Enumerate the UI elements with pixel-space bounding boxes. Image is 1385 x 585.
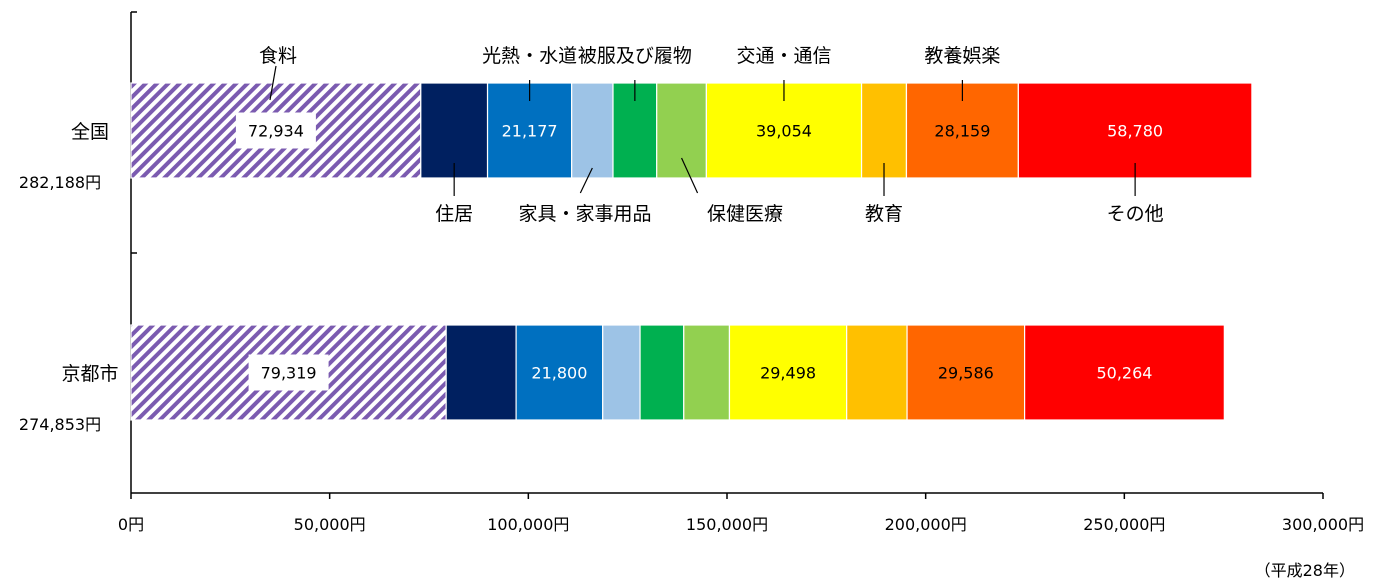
bar-segment [515,324,604,421]
data-label: 29,498 [760,364,816,383]
callout-leader-line [681,157,699,194]
series-label: 被服及び履物 [578,45,692,67]
callout-leader-line [579,167,593,194]
category-total-label: 282,188円 [19,173,101,192]
series-label: 教育 [865,203,903,225]
data-label: 39,054 [756,122,812,141]
x-tick-label: 200,000円 [885,515,967,534]
data-label: 58,780 [1107,122,1163,141]
bar-segment [571,82,614,179]
bar-segment [728,324,848,421]
bar-segment [846,324,908,421]
data-label: 21,800 [531,364,587,383]
x-tick-label: 0円 [118,515,144,534]
series-label: 住居 [435,203,473,225]
year-note: （平成28年） [1255,561,1355,580]
series-label: 交通・通信 [736,45,831,67]
bar-segment [1017,82,1253,179]
bar-segment [130,324,447,421]
axes: 0円 50,000円 100,000円 150,000円 200,000円 250,000… [118,11,1364,534]
series-label: 食料 [259,45,297,67]
series-label: その他 [1107,203,1164,225]
bar-segment [1024,324,1225,421]
category-label: 全国 [71,121,109,143]
x-tick-label: 100,000円 [487,515,569,534]
x-tick-label: 150,000円 [686,515,768,534]
series-label: 光熱・水道 [482,45,577,67]
data-label: 50,264 [1096,364,1152,383]
data-label-box [248,354,329,391]
bar-segment [639,324,685,421]
bar-segment [445,324,517,421]
category-label: 京都市 [61,363,118,385]
callout-leader-line [269,65,277,101]
category-total-label: 274,853円 [19,415,101,434]
data-label: 29,586 [938,364,994,383]
bar-segment [602,324,641,421]
data-label-box [235,112,316,149]
bar-segment [860,82,908,179]
bar-segment [656,82,707,179]
x-tick-label: 300,000円 [1282,515,1364,534]
data-label: 21,177 [502,122,558,141]
data-label: 72,934 [248,122,304,141]
series-label: 教養娯楽 [924,45,1000,67]
bar-segment [683,324,731,421]
series-label: 家具・家事用品 [518,203,651,225]
series-label: 保健医療 [707,203,783,225]
data-label: 28,159 [934,122,990,141]
data-label: 79,319 [261,364,317,383]
x-tick-label: 50,000円 [294,515,366,534]
bar-segment [906,324,1026,421]
x-tick-label: 250,000円 [1083,515,1165,534]
bars [130,82,1253,421]
